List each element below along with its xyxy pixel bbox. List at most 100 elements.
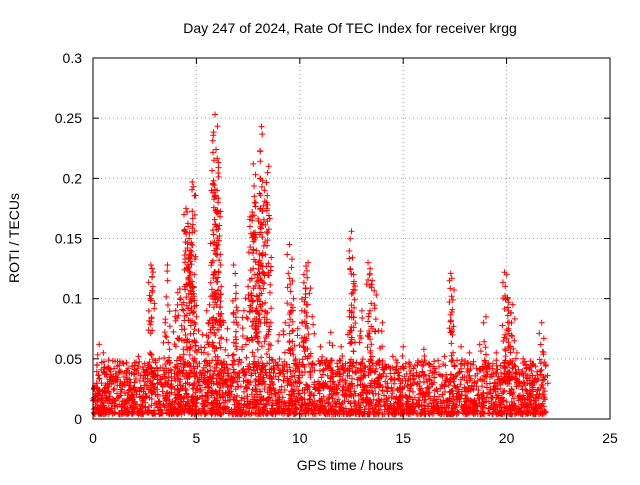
data-point-cluster (536, 330, 543, 337)
data-point-cluster (119, 407, 126, 414)
data-point-cluster (215, 326, 222, 333)
data-point-cluster (499, 322, 506, 329)
data-point-cluster (367, 349, 374, 356)
data-point-cluster (265, 212, 272, 219)
data-point-cluster (164, 268, 171, 275)
data-point-cluster (160, 383, 167, 390)
data-point-cluster (352, 319, 359, 326)
data-point (172, 307, 179, 314)
data-point-cluster (267, 281, 274, 288)
data-point-cluster (209, 137, 216, 144)
data-point-cluster (449, 306, 456, 313)
data-point-cluster (256, 377, 263, 384)
data-point (116, 358, 123, 365)
data-point-cluster (189, 221, 196, 228)
y-tick-label: 0.3 (63, 50, 83, 66)
data-point-cluster (289, 327, 296, 334)
data-point-cluster (252, 234, 259, 241)
data-point-cluster (448, 388, 455, 395)
data-point-cluster (516, 371, 523, 378)
data-point (309, 313, 316, 320)
data-point-cluster (259, 409, 266, 416)
data-point-cluster (287, 281, 294, 288)
data-point-cluster (261, 338, 268, 345)
data-point-cluster (207, 329, 214, 336)
data-point-cluster (114, 374, 121, 381)
data-point-cluster (200, 374, 207, 381)
data-point-cluster (215, 294, 222, 301)
data-point (258, 123, 265, 130)
data-point-cluster (151, 305, 158, 312)
data-point-cluster (149, 289, 156, 296)
data-point-cluster (201, 344, 208, 351)
data-point (234, 307, 241, 314)
data-point-cluster (329, 369, 336, 376)
data-point (203, 307, 210, 314)
data-point-cluster (348, 302, 355, 309)
data-point (540, 335, 547, 342)
data-point-cluster (249, 386, 256, 393)
data-point-cluster (259, 263, 266, 270)
data-point-cluster (140, 366, 147, 373)
data-point-cluster (167, 359, 174, 366)
data-point-cluster (223, 379, 230, 386)
data-point-cluster (124, 392, 131, 399)
data-point-cluster (212, 275, 219, 282)
data-point (245, 283, 252, 290)
data-point-cluster (117, 368, 124, 375)
data-point-cluster (224, 397, 231, 404)
data-point-cluster (402, 377, 409, 384)
data-point-cluster (378, 328, 385, 335)
data-point-cluster (252, 370, 259, 377)
data-point-cluster (447, 318, 454, 325)
data-point-cluster (479, 365, 486, 372)
data-point-cluster (296, 342, 303, 349)
data-point-cluster (242, 295, 249, 302)
data-point-cluster (187, 343, 194, 350)
data-point-cluster (301, 308, 308, 315)
data-point-cluster (166, 323, 173, 330)
data-point-cluster (482, 344, 489, 351)
data-point (205, 319, 212, 326)
data-point-cluster (481, 378, 488, 385)
data-point-cluster (289, 278, 296, 285)
data-point-cluster (283, 405, 290, 412)
data-point-cluster (244, 315, 251, 322)
data-point-cluster (243, 314, 250, 321)
data-point-cluster (262, 299, 269, 306)
data-point-cluster (257, 147, 264, 154)
data-point-cluster (506, 390, 513, 397)
data-point-cluster (203, 357, 210, 364)
data-point-cluster (261, 314, 268, 321)
data-point-cluster (183, 294, 190, 301)
data-point (184, 209, 191, 216)
data-point (441, 353, 448, 360)
data-point-cluster (259, 131, 266, 138)
data-point-cluster (231, 369, 238, 376)
data-point-cluster (191, 355, 198, 362)
data-point-cluster (431, 369, 438, 376)
data-point-cluster (266, 387, 273, 394)
data-point-cluster (154, 380, 161, 387)
data-point-cluster (289, 338, 296, 345)
data-point (389, 353, 396, 360)
data-point-cluster (421, 353, 428, 360)
data-point-cluster (352, 364, 359, 371)
data-point-cluster (165, 339, 172, 346)
data-point-cluster (365, 276, 372, 283)
data-point (431, 358, 438, 365)
data-point-cluster (350, 314, 357, 321)
data-point-cluster (163, 293, 170, 300)
data-point (216, 257, 223, 264)
x-tick-label: 5 (193, 430, 201, 446)
data-point (100, 349, 107, 356)
x-tick-label: 10 (292, 430, 308, 446)
data-point-cluster (180, 299, 187, 306)
data-point-cluster (148, 384, 155, 391)
data-point-cluster (451, 409, 458, 416)
data-point-cluster (359, 314, 366, 321)
data-point-cluster (177, 295, 184, 302)
data-point-cluster (174, 335, 181, 342)
data-point-cluster (213, 241, 220, 248)
data-point-cluster (217, 344, 224, 351)
